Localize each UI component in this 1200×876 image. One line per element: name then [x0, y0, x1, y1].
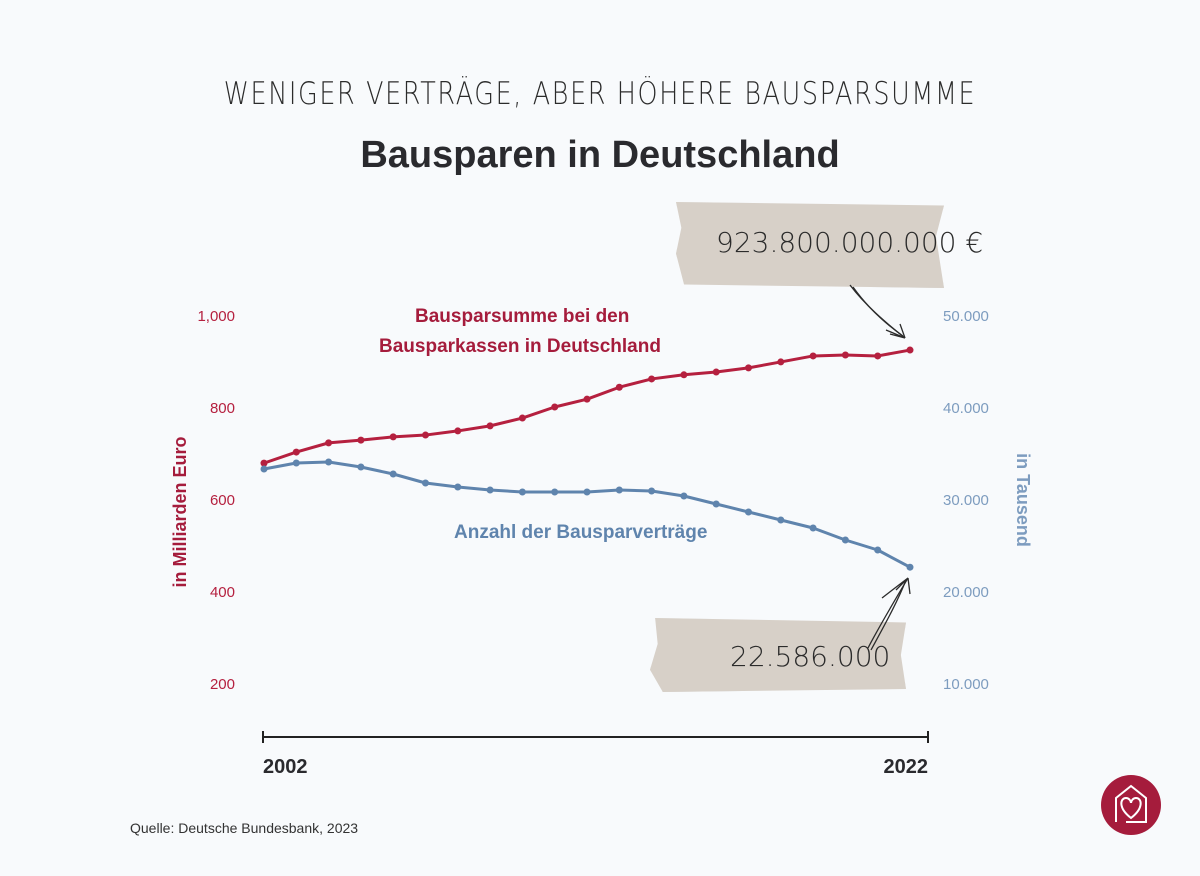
- chart-subtitle: WENIGER VERTRÄGE, ABER HÖHERE BAUSPARSUM…: [223, 76, 977, 112]
- series-line-0: [263, 348, 911, 465]
- right-tick-label: 20.000: [943, 584, 989, 601]
- data-point: [906, 346, 914, 354]
- data-point: [486, 422, 494, 430]
- data-point: [745, 364, 752, 372]
- data-point: [260, 459, 268, 467]
- data-point: [292, 448, 300, 456]
- data-point: [389, 433, 397, 441]
- data-point: [422, 479, 429, 487]
- data-point: [874, 546, 882, 554]
- data-point: [389, 470, 397, 478]
- data-point: [777, 516, 785, 524]
- right-tick-label: 10.000: [943, 676, 989, 693]
- arrow-top-icon: [849, 284, 906, 339]
- data-point: [325, 458, 333, 466]
- data-point: [583, 395, 591, 403]
- logo-icon: [1101, 775, 1161, 835]
- data-point: [486, 486, 494, 494]
- annotation-tape-bottom: [650, 618, 906, 692]
- annotation-bottom-value: 22.586.000: [730, 640, 891, 673]
- x-tick-label: 2002: [263, 756, 308, 778]
- data-point: [518, 488, 526, 496]
- arrow-bottom-icon: [867, 577, 911, 651]
- data-point: [260, 465, 268, 473]
- data-point: [325, 439, 333, 447]
- data-point: [518, 414, 526, 422]
- data-point: [422, 431, 429, 439]
- series-label-blue: Anzahl der Bausparverträge: [454, 522, 707, 543]
- data-point: [454, 483, 462, 491]
- data-point: [454, 427, 462, 435]
- right-tick-label: 50.000: [943, 308, 989, 325]
- annotation-top-value: 923.800.000.000 €: [716, 226, 984, 259]
- series-line-1: [263, 460, 911, 569]
- data-point: [809, 352, 817, 360]
- chart-title: Bausparen in Deutschland: [360, 134, 840, 176]
- data-point: [357, 436, 365, 444]
- data-point: [583, 488, 591, 496]
- data-point: [680, 492, 688, 500]
- left-tick-label: 1,000: [197, 308, 235, 325]
- data-point: [841, 351, 849, 359]
- x-tick-label: 2022: [884, 756, 929, 778]
- data-point: [906, 563, 914, 571]
- data-point: [874, 352, 882, 360]
- left-tick-label: 600: [210, 492, 235, 509]
- data-point: [777, 358, 785, 366]
- data-point: [648, 487, 656, 495]
- source-note: Quelle: Deutsche Bundesbank, 2023: [130, 820, 359, 836]
- right-tick-label: 30.000: [943, 492, 989, 509]
- data-point: [615, 486, 623, 494]
- data-point: [648, 375, 656, 383]
- data-point: [551, 488, 559, 496]
- data-point: [841, 536, 849, 544]
- right-axis-label: in Tausend: [1013, 453, 1033, 547]
- right-tick-label: 40.000: [943, 400, 989, 417]
- data-point: [680, 371, 688, 379]
- left-tick-label: 400: [210, 584, 235, 601]
- left-axis-label: in Milliarden Euro: [170, 436, 190, 587]
- left-tick-label: 800: [210, 400, 235, 417]
- annotation-tape-top: [676, 202, 944, 288]
- data-point: [615, 383, 623, 391]
- data-point: [712, 500, 720, 508]
- data-point: [551, 403, 559, 411]
- series-label-red-1: Bausparsumme bei den: [415, 306, 629, 327]
- data-point: [745, 508, 752, 516]
- data-point: [712, 368, 720, 376]
- data-point: [809, 524, 817, 532]
- series-label-red-2: Bausparkassen in Deutschland: [379, 336, 661, 357]
- data-point: [357, 463, 365, 471]
- left-tick-label: 200: [210, 676, 235, 693]
- data-point: [292, 459, 300, 467]
